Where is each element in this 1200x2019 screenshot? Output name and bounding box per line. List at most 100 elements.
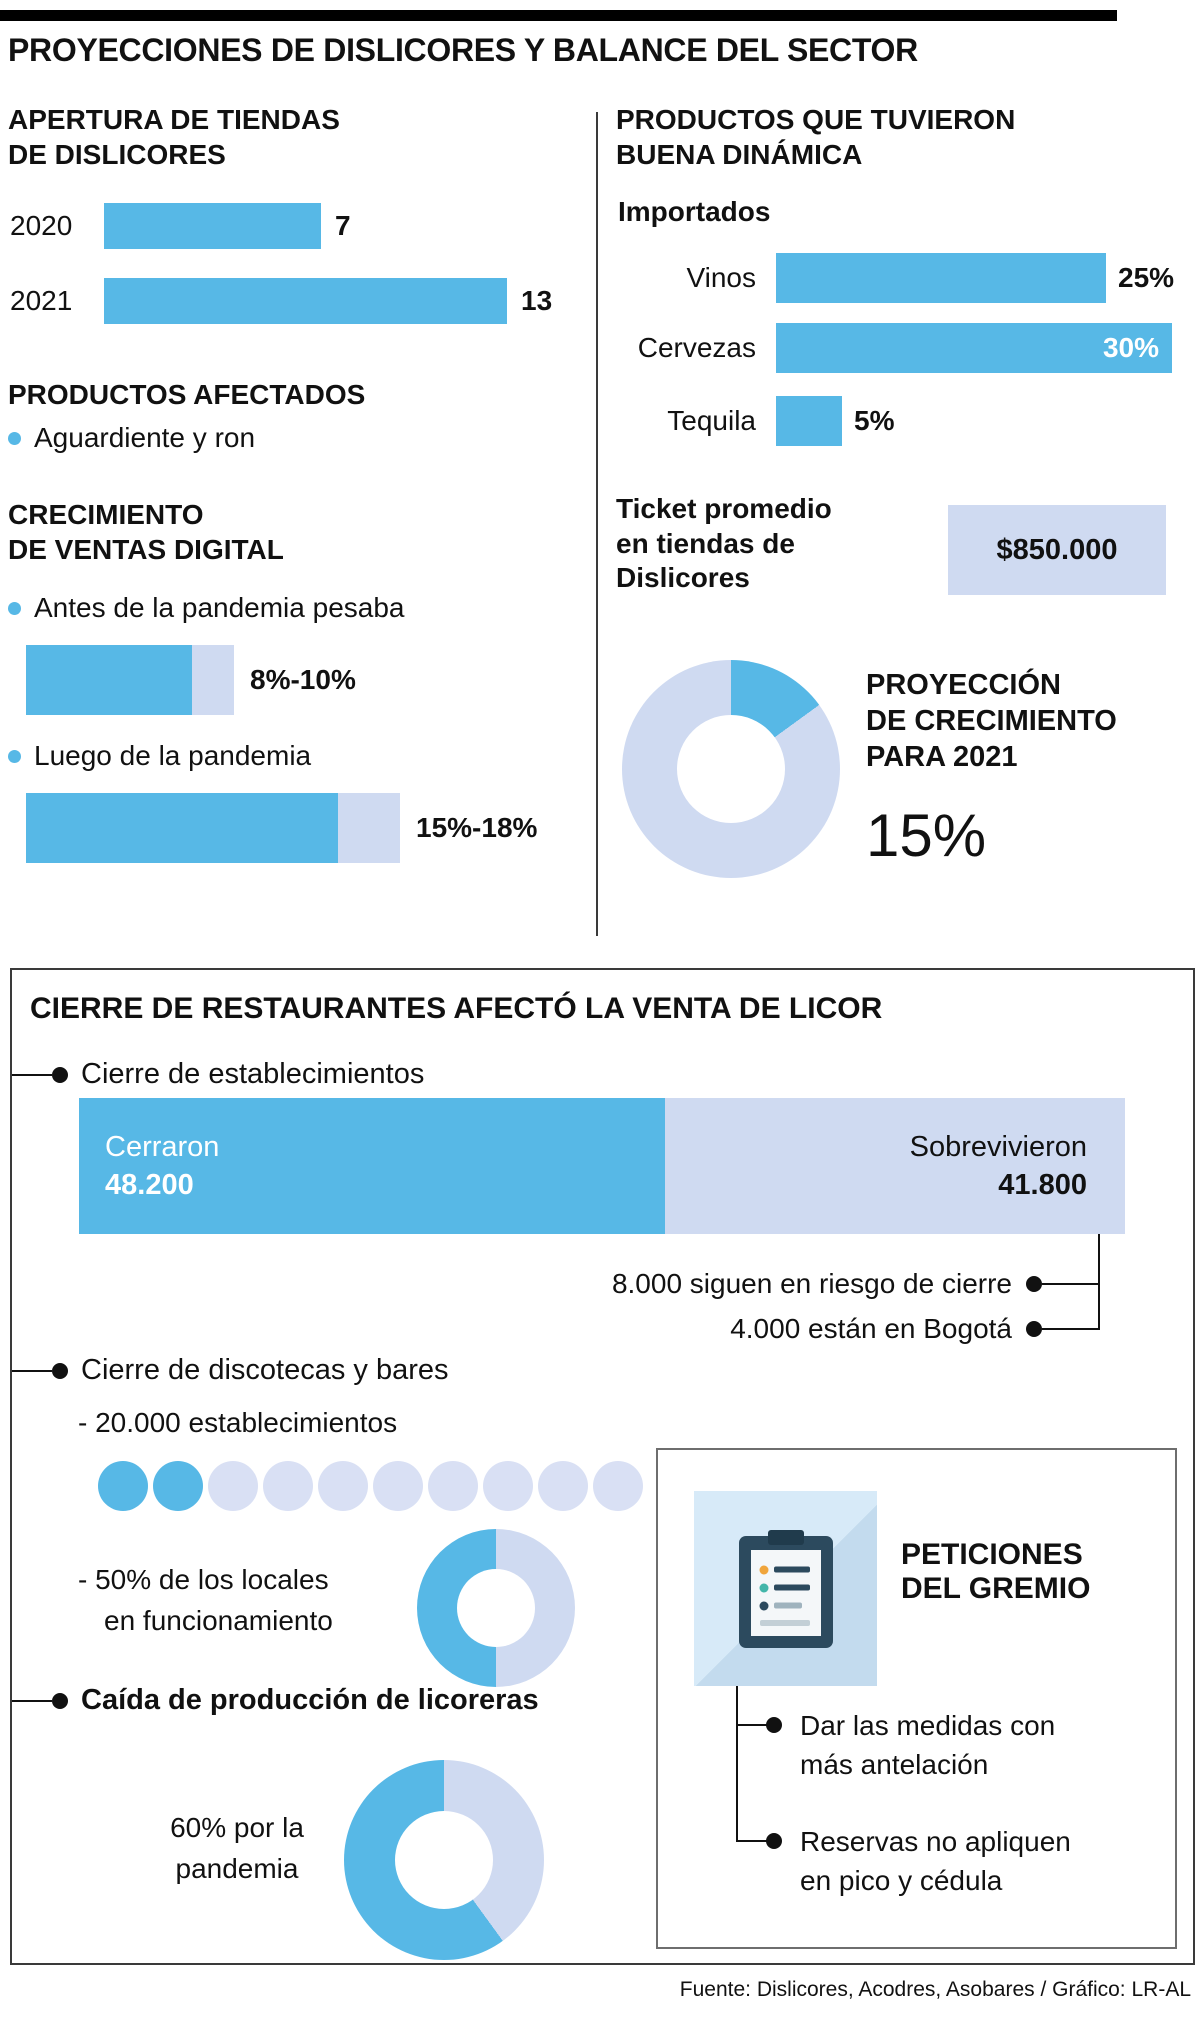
ticket-value: $850.000 (996, 533, 1118, 566)
bullet-icon (8, 601, 21, 615)
operating-note: - 50% de los locales en funcionamiento (78, 1564, 333, 1636)
dinamica-row-tequila: Tequila 5% (616, 396, 894, 446)
licoreras-label-row: Caída de producción de licoreras (52, 1684, 539, 1717)
year-label: 2021 (10, 285, 73, 316)
peticion-item-label: Reservas no apliquen en pico y cédula (800, 1826, 1071, 1897)
establishments-dots (98, 1461, 643, 1511)
establishment-dot (318, 1461, 368, 1511)
dinamica-subtitle: Importados (618, 196, 771, 227)
licoreras-donut-chart (344, 1760, 544, 1960)
establishment-dot (428, 1461, 478, 1511)
donut-hole (395, 1811, 493, 1909)
projection-donut-chart (622, 660, 840, 878)
digital-item-before-row: Antes de la pandemia pesaba (8, 592, 405, 624)
apertura-bar-2021 (104, 278, 507, 324)
bullet-icon (1026, 1276, 1042, 1292)
afectados-item-label: Aguardiente y ron (34, 422, 256, 453)
licoreras-note: 60% por la pandemia (170, 1812, 304, 1884)
connector-line (736, 1840, 768, 1842)
bullet-icon (52, 1066, 68, 1083)
ticket-value-box: $850.000 (948, 505, 1166, 595)
section-title-dinamica: PRODUCTOS QUE TUVIERON BUENA DINÁMICA (616, 104, 1016, 170)
bullet-icon (8, 749, 21, 763)
afectados-item-row: Aguardiente y ron (8, 422, 255, 454)
closed-label: Cerraron (105, 1130, 220, 1163)
apertura-row-2021: 2021 13 (10, 278, 552, 324)
bullet-icon (52, 1362, 68, 1379)
donut-hole (457, 1569, 535, 1647)
peticiones-title: PETICIONES DEL GREMIO (901, 1538, 1091, 1605)
source-credit: Fuente: Dislicores, Acodres, Asobares / … (679, 1978, 1191, 2001)
column-divider (596, 112, 598, 936)
survived-value: 41.800 (998, 1169, 1087, 1201)
dinamica-label-vinos: Vinos (686, 262, 756, 293)
page-title: PROYECCIONES DE DISLICORES Y BALANCE DEL… (8, 32, 918, 68)
cierre-title: CIERRE DE RESTAURANTES AFECTÓ LA VENTA D… (30, 992, 883, 1025)
dinamica-label-tequila: Tequila (667, 405, 756, 436)
dinamica-value-cervezas: 30% (1102, 332, 1159, 363)
licoreras-label: Caída de producción de licoreras (81, 1684, 539, 1716)
cierre-section: CIERRE DE RESTAURANTES AFECTÓ LA VENTA D… (10, 968, 1195, 1965)
note-bogota-label: 4.000 están en Bogotá (730, 1313, 1012, 1344)
projection-title: PROYECCIÓN DE CRECIMIENTO PARA 2021 (866, 669, 1117, 773)
operating-donut-chart (417, 1529, 575, 1687)
digital-bar-before: 8%-10% (26, 645, 356, 715)
establecimientos-label: Cierre de establecimientos (81, 1058, 425, 1090)
peticiones-box: PETICIONES DEL GREMIO Dar las medidas co… (656, 1448, 1177, 1949)
apertura-row-2020: 2020 7 (10, 203, 351, 249)
digital-item-after-row: Luego de la pandemia (8, 740, 311, 772)
peticion-item-label: Dar las medidas con más antelación (800, 1710, 1056, 1781)
survived-segment: Sobrevivieron 41.800 (665, 1098, 1125, 1234)
section-title-afectados: PRODUCTOS AFECTADOS (8, 379, 366, 410)
clipboard-icon (738, 1529, 833, 1648)
establecimientos-stacked-bar: Cerraron 48.200 Sobrevivieron 41.800 (79, 1098, 1125, 1234)
dinamica-row-vinos: Vinos 25% (616, 253, 1174, 303)
establishment-dot (208, 1461, 258, 1511)
bullet-icon (766, 1833, 782, 1849)
apertura-value-2021: 13 (521, 285, 553, 316)
projection-value: 15% (866, 802, 987, 869)
note-riesgo-label: 8.000 siguen en riesgo de cierre (611, 1268, 1012, 1299)
establishment-dot (593, 1461, 643, 1511)
connector-line (736, 1686, 738, 1842)
connector-line (12, 1370, 52, 1372)
section-title-apertura: APERTURA DE TIENDAS DE DISLICORES (8, 104, 340, 170)
clipboard-tile (694, 1491, 877, 1686)
ticket-label: Ticket promedio en tiendas de Dislicores (616, 493, 832, 594)
year-label: 2020 (10, 210, 73, 241)
dinamica-bar-tequila (776, 396, 842, 446)
discotecas-label-row: Cierre de discotecas y bares (52, 1354, 449, 1387)
connector-line (1042, 1328, 1098, 1330)
bullet-icon (8, 431, 21, 445)
peticion-item-medidas: Dar las medidas con más antelación (766, 1706, 1055, 1784)
discotecas-label: Cierre de discotecas y bares (81, 1354, 449, 1386)
bullet-icon (766, 1717, 782, 1733)
apertura-value-2020: 7 (335, 210, 351, 241)
connector-line (736, 1724, 768, 1726)
digital-bar-before-spread (192, 645, 234, 715)
digital-item-after-label: Luego de la pandemia (34, 740, 312, 771)
closed-value: 48.200 (105, 1169, 194, 1201)
bullet-icon (52, 1692, 68, 1709)
digital-bar-after-spread (338, 793, 400, 863)
connector-line (1042, 1283, 1098, 1285)
establishment-dot (483, 1461, 533, 1511)
survived-label: Sobrevivieron (909, 1130, 1087, 1163)
donut-hole (677, 715, 785, 823)
dinamica-label-cervezas: Cervezas (637, 332, 756, 363)
digital-range-before: 8%-10% (250, 664, 356, 695)
connector-line (12, 1700, 52, 1702)
digital-bar-after-low (26, 793, 338, 863)
dinamica-value-tequila: 5% (854, 405, 895, 436)
section-title-digital: CRECIMIENTO DE VENTAS DIGITAL (8, 499, 284, 565)
dinamica-value-vinos: 25% (1118, 262, 1175, 293)
note-bogota-row: 4.000 están en Bogotá (730, 1309, 1042, 1349)
peticion-item-reservas: Reservas no apliquen en pico y cédula (766, 1822, 1071, 1900)
dinamica-bar-cervezas: 30% (776, 323, 1172, 373)
establishment-dot (153, 1461, 203, 1511)
connector-line (1098, 1234, 1100, 1330)
closed-segment: Cerraron 48.200 (79, 1098, 665, 1234)
connector-line (12, 1074, 52, 1076)
note-riesgo-row: 8.000 siguen en riesgo de cierre (612, 1264, 1042, 1304)
